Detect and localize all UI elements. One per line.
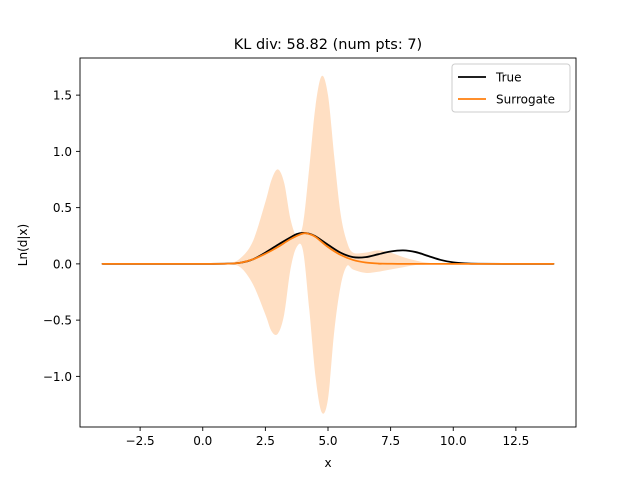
legend-label-true: True (495, 71, 522, 85)
x-tick-label: 7.5 (381, 434, 400, 448)
y-tick-label: −0.5 (43, 314, 72, 328)
x-tick-label: −2.5 (126, 434, 155, 448)
axes: −2.5 0.0 2.5 5.0 7.5 10.0 12.5 −1.0 −0.5 0.0 0.5 1.… (43, 57, 577, 448)
plot-area (101, 75, 555, 414)
x-axis-label: x (324, 456, 331, 470)
y-tick-label: 0.5 (53, 201, 72, 215)
legend-label-surrogate: Surrogate (496, 93, 555, 107)
series-line-surrogate (101, 232, 555, 265)
y-tick-label: 0.0 (53, 257, 72, 271)
x-tick-label: 10.0 (440, 434, 467, 448)
x-tick-label: 0.0 (193, 434, 212, 448)
y-tick-label: 1.5 (53, 89, 72, 103)
x-tick-label: 12.5 (503, 434, 530, 448)
x-tick-label: 2.5 (256, 434, 275, 448)
legend: True Surrogate (451, 63, 571, 113)
y-tick-label: 1.0 (53, 145, 72, 159)
chart-title: KL div: 58.82 (num pts: 7) (234, 37, 422, 53)
y-axis-label: Ln(d|x) (16, 224, 30, 266)
legend-box (451, 63, 571, 113)
y-tick-label: −1.0 (43, 370, 72, 384)
x-tick-label: 5.0 (318, 434, 337, 448)
